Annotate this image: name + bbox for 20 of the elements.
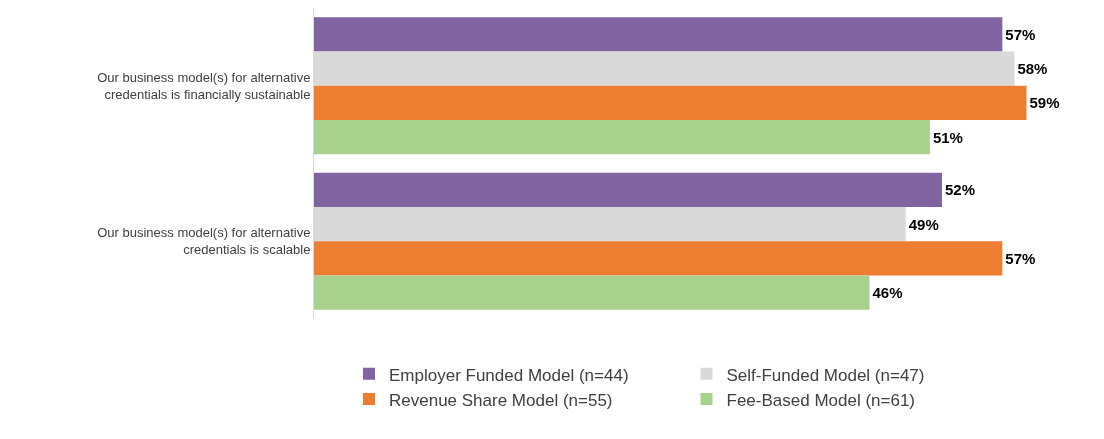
bar: [314, 119, 930, 155]
bar: [314, 17, 1003, 52]
legend-label: Fee-Based Model (n=61): [726, 390, 916, 410]
data-label: 57%: [1005, 25, 1036, 43]
legend-label: Self-Funded Model (n=47): [726, 365, 925, 385]
bar: [314, 241, 1003, 276]
legend-label: Employer Funded Model (n=44): [389, 365, 629, 385]
data-label: 52%: [944, 181, 975, 199]
data-label: 59%: [1029, 94, 1060, 112]
bar: [314, 172, 942, 208]
bar: [314, 85, 1027, 120]
data-label: 49%: [908, 215, 939, 233]
y-tick-label: Our business model(s) for alternative credentials is scalable: [97, 225, 311, 258]
bar: [314, 275, 870, 310]
legend-label: Revenue Share Model (n=55): [389, 390, 613, 410]
data-label: 58%: [1017, 60, 1048, 78]
y-tick-label: Our business model(s) for alternative credentials is financially sustainable: [97, 69, 311, 102]
data-label: 46%: [872, 284, 903, 302]
data-label: 51%: [932, 128, 963, 146]
data-label: 57%: [1005, 249, 1036, 267]
